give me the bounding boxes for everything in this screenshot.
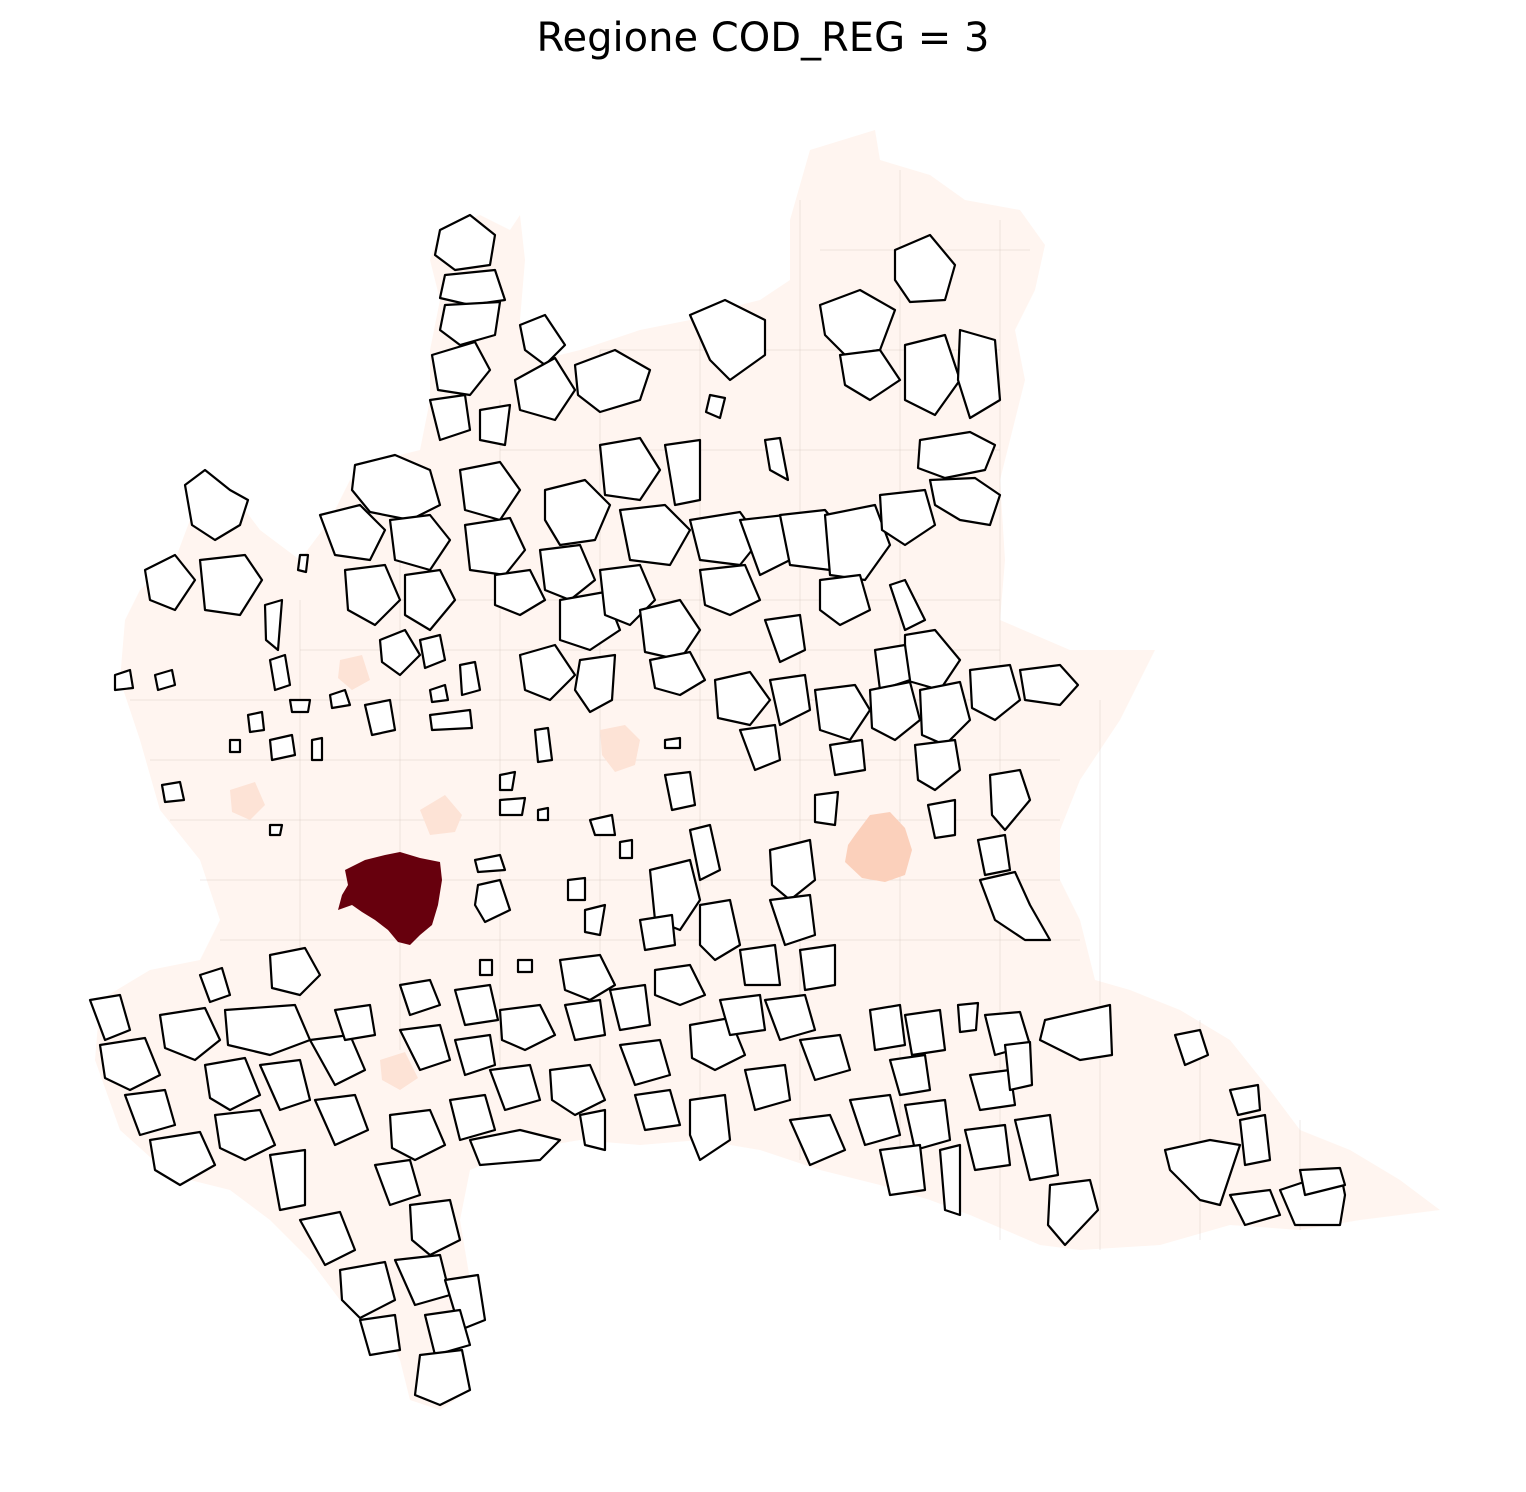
missing-municipalities (88, 213, 1347, 1407)
municipality-mid (845, 812, 912, 882)
region-outline (95, 130, 1440, 1410)
map-title: Regione COD_REG = 3 (536, 15, 990, 61)
municipality-light (380, 1052, 418, 1090)
municipality-max (338, 852, 442, 945)
municipality-light (420, 795, 462, 835)
municipality-light (338, 655, 370, 690)
municipality-light (600, 725, 640, 772)
municipality-light (230, 782, 265, 820)
